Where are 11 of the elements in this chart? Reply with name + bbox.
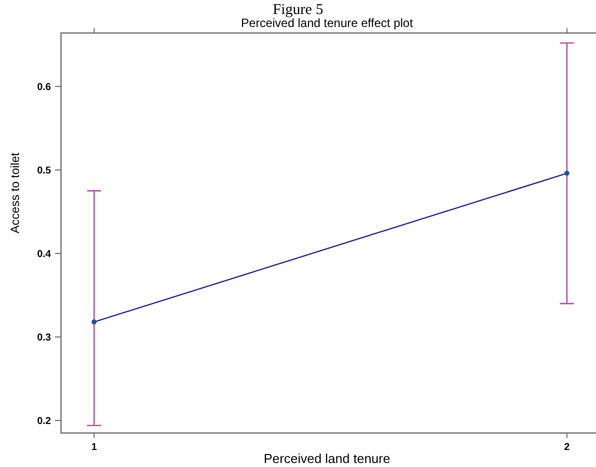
- chart-subtitle: Perceived land tenure effect plot: [241, 16, 414, 30]
- x-tick-label: 1: [91, 442, 98, 453]
- y-tick-label: 0.3: [37, 332, 52, 344]
- x-tick-label: 2: [564, 442, 570, 453]
- chart-title: Figure 5: [272, 2, 324, 18]
- y-axis-title: Access to toilet: [8, 152, 22, 234]
- x-axis-title: Perceived land tenure: [264, 451, 390, 466]
- y-tick-label: 0.5: [37, 165, 52, 176]
- y-tick-label: 0.2: [37, 416, 52, 427]
- y-tick-label: 0.6: [37, 82, 52, 93]
- y-tick-label: 0.4: [37, 248, 52, 260]
